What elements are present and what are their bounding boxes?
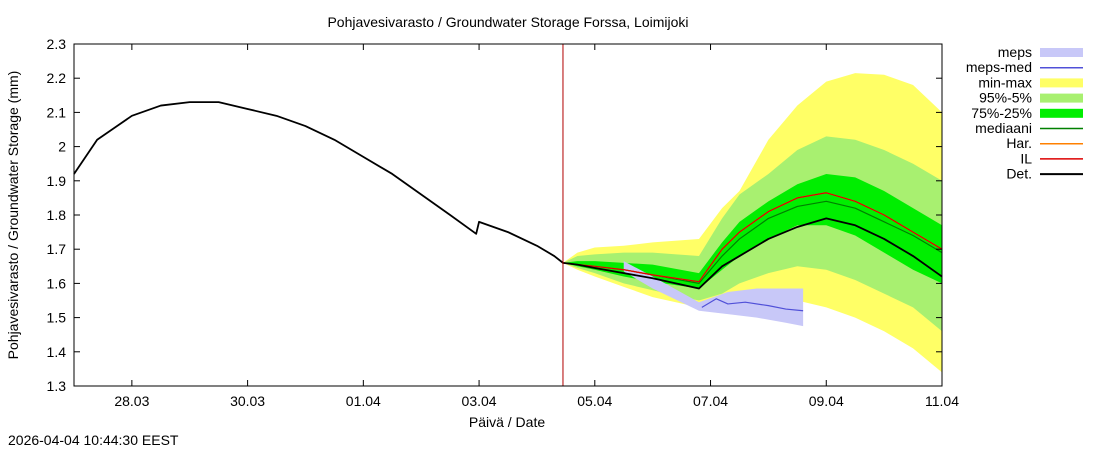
legend-swatch [1040, 78, 1083, 88]
y-tick-label: 1.6 [47, 275, 67, 291]
legend-swatch [1040, 108, 1083, 118]
y-tick-label: 1.4 [47, 344, 67, 360]
legend-label: meps-med [966, 59, 1032, 75]
legend-label: min-max [978, 74, 1032, 90]
det-history-line [73, 101, 564, 264]
timestamp: 2026-04-04 10:44:30 EEST [8, 432, 179, 448]
y-tick-label: 1.5 [47, 310, 67, 326]
75-25-band [562, 173, 942, 289]
legend-swatch [1040, 93, 1083, 103]
y-tick-label: 2 [58, 139, 66, 155]
x-tick-label: 05.04 [577, 393, 612, 409]
y-tick-label: 2.1 [47, 104, 67, 120]
y-tick-label: 2.2 [47, 70, 67, 86]
legend-label: mediaani [975, 120, 1032, 136]
data-lines [73, 101, 943, 312]
x-tick-label: 09.04 [809, 393, 844, 409]
legend-label: meps [998, 44, 1032, 60]
legend-label: Det. [1006, 166, 1032, 182]
x-tick-label: 28.03 [114, 393, 149, 409]
x-tick-label: 03.04 [462, 393, 497, 409]
x-tick-label: 11.04 [925, 393, 959, 409]
y-tick-label: 1.9 [47, 173, 67, 189]
y-axis-label: Pohjavesivarasto / Groundwater Storage (… [5, 71, 21, 360]
chart-title: Pohjavesivarasto / Groundwater Storage F… [327, 14, 688, 30]
legend-label: 75%-25% [971, 105, 1032, 121]
meps-band [623, 261, 804, 327]
x-tick-label: 01.04 [346, 393, 381, 409]
y-tick-label: 1.3 [47, 378, 67, 394]
y-tick-label: 2.3 [47, 36, 67, 52]
x-axis-ticks: 28.03 30.03 01.04 03.04 05.04 07.04 09.04 11.04 [114, 44, 959, 409]
legend-label: Har. [1006, 135, 1032, 151]
x-tick-label: 07.04 [693, 393, 728, 409]
meps-med-line [701, 298, 804, 312]
il-line [562, 192, 943, 283]
legend: mepsmeps-medmin-max95%-5%75%-25%mediaani… [966, 44, 1083, 182]
y-tick-label: 1.7 [47, 241, 67, 257]
legend-label: IL [1020, 150, 1032, 166]
y-axis-ticks: 1.3 1.4 1.5 1.6 1.7 1.8 1.9 2 2.1 2.2 2.3 [47, 36, 942, 394]
x-tick-label: 30.03 [230, 393, 265, 409]
y-tick-label: 1.8 [47, 207, 67, 223]
legend-label: 95%-5% [979, 90, 1032, 106]
x-axis-label: Päivä / Date [469, 414, 545, 430]
legend-swatch [1040, 48, 1083, 57]
det-forecast-line [562, 217, 943, 290]
